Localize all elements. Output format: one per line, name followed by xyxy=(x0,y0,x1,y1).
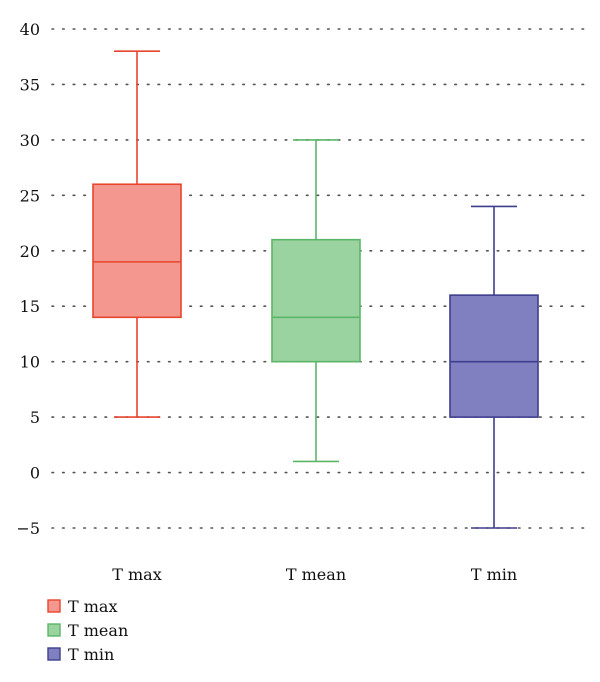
box-t-max xyxy=(92,50,182,418)
legend-swatch xyxy=(47,623,61,637)
x-category-label: T max xyxy=(112,565,162,584)
box-t-mean xyxy=(271,139,361,463)
y-axis-tick-labels: 40 35 30 25 20 15 10 5 0 −5 xyxy=(16,20,40,538)
x-category-label: T mean xyxy=(286,565,346,584)
y-tick-label: 40 xyxy=(20,20,40,39)
x-category-label: T min xyxy=(471,565,517,584)
y-tick-label: 10 xyxy=(20,353,40,372)
y-tick-label: 5 xyxy=(30,408,40,427)
y-tick-label: 20 xyxy=(20,242,40,261)
legend-label: T max xyxy=(68,597,118,616)
y-tick-label: 30 xyxy=(20,131,40,150)
legend-swatch xyxy=(47,647,61,661)
legend: T max T mean T min xyxy=(47,597,128,664)
iqr-box xyxy=(449,294,539,418)
box-plots xyxy=(92,50,539,529)
y-tick-label: 35 xyxy=(20,75,40,94)
y-tick-label: 15 xyxy=(20,297,40,316)
legend-swatch xyxy=(47,599,61,613)
iqr-box xyxy=(92,183,182,319)
legend-label: T mean xyxy=(68,621,128,640)
box-t-min xyxy=(449,205,539,529)
y-tick-label: 0 xyxy=(30,464,40,483)
y-tick-label: −5 xyxy=(16,519,40,538)
legend-label: T min xyxy=(68,645,114,664)
y-tick-label: 25 xyxy=(20,186,40,205)
x-axis-category-labels: T max T mean T min xyxy=(112,565,517,584)
iqr-box xyxy=(271,238,361,363)
